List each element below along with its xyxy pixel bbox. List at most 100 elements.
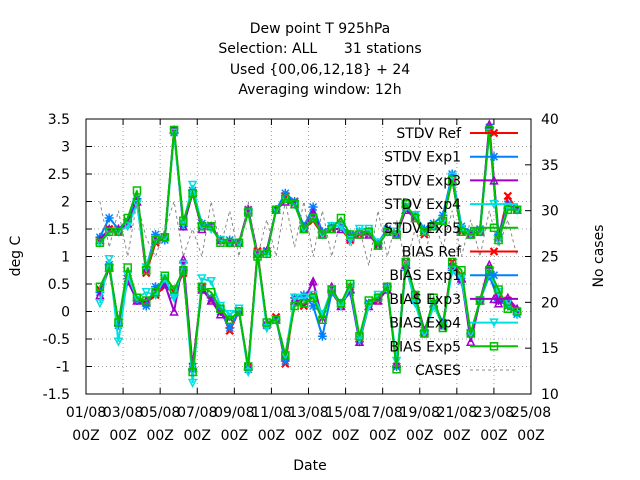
data-point [429,293,438,302]
data-point [299,224,309,234]
data-point [318,315,327,324]
data-point [95,299,105,309]
title-line-2: Selection: ALL 31 stations [218,41,421,57]
x-tick-label-date: 17/08 [362,405,402,421]
data-point [151,235,160,245]
y2-tick-label: 25 [541,250,559,266]
y-tick-label: 1 [61,250,70,266]
y-tick-label: 0.5 [48,277,70,293]
data-point [141,288,151,298]
x-tick-label-date: 05/08 [140,405,180,421]
data-point [308,207,318,217]
x-tick-label-date: 03/08 [103,405,143,421]
data-point [234,307,244,316]
series-cases [99,201,518,266]
x-tick-label-date: 15/08 [325,405,365,421]
x-tick-label-hour: 00Z [258,428,285,444]
data-point [327,285,336,294]
data-point [132,293,142,302]
x-tick-label-date: 19/08 [400,405,440,421]
data-point [457,266,466,275]
data-point [457,227,466,236]
data-point [142,296,151,305]
y-tick-label: 1.5 [48,222,70,238]
data-point [243,208,253,217]
data-point [494,285,503,294]
data-point [466,336,476,346]
y-tick-label: 3 [61,140,70,156]
data-point [169,293,179,303]
data-point [141,301,151,311]
data-point [345,235,355,246]
series-line [98,253,518,373]
data-point [299,299,309,308]
legend-label: STDV Exp5 [384,221,461,237]
data-point [123,263,132,272]
legend-label: BIAS Exp1 [389,268,461,284]
data-point [215,309,226,319]
data-point [216,304,225,313]
data-point [179,266,188,275]
data-point [178,260,189,270]
data-point [188,367,197,377]
legend-marker [489,293,499,304]
data-point [299,293,309,303]
data-point [234,238,244,247]
x-tick-label-date: 23/08 [474,405,514,421]
data-point [484,119,494,129]
data-point [132,186,142,195]
data-point [160,233,170,242]
title-line-1: Dew point T 925hPa [250,21,390,37]
data-point [179,216,188,225]
x-tick-label-hour: 00Z [517,428,544,444]
data-point [151,282,161,292]
data-point [308,202,318,212]
data-point [151,230,161,239]
y-tick-label: -1 [56,360,70,376]
y-axis-title: deg C [8,235,24,276]
series-line [99,129,518,271]
data-point [438,323,448,333]
data-point [308,293,318,302]
data-point [383,227,392,236]
legend-label: BIAS Exp4 [389,316,461,332]
data-point [355,332,364,341]
plot-frame [85,118,532,395]
data-point [318,230,327,239]
y2-tick-label: 40 [541,112,559,128]
data-point [410,213,420,223]
y-tick-label: -1.5 [43,387,70,403]
x-tick-label-date: 13/08 [288,405,328,421]
series-bias-exp5 [95,249,522,377]
data-point [512,205,522,214]
data-point [438,216,448,225]
data-point [308,276,318,286]
y2-tick-label: 30 [541,204,559,220]
data-point [447,257,457,267]
legend-marker [489,342,499,351]
data-point [271,315,281,324]
data-point [114,318,123,327]
data-point [95,238,105,247]
data-point [169,125,179,135]
legend-marker [489,318,499,328]
data-point [225,238,234,247]
data-point [355,230,364,239]
data-point [123,222,133,232]
data-point [206,222,216,231]
data-point [420,329,429,338]
legend-label: STDV Ref [396,126,462,142]
data-point [187,180,198,191]
data-point [206,295,216,305]
x-axis-title: Date [293,458,326,474]
data-point [225,315,234,324]
data-point [188,189,197,198]
data-point [485,266,494,275]
x-tick-label-hour: 00Z [332,428,359,444]
data-point [466,230,475,239]
data-point [308,301,318,311]
data-point [262,318,272,327]
data-point [401,257,411,267]
data-point [178,221,189,231]
x-tick-label-hour: 00Z [146,428,173,444]
